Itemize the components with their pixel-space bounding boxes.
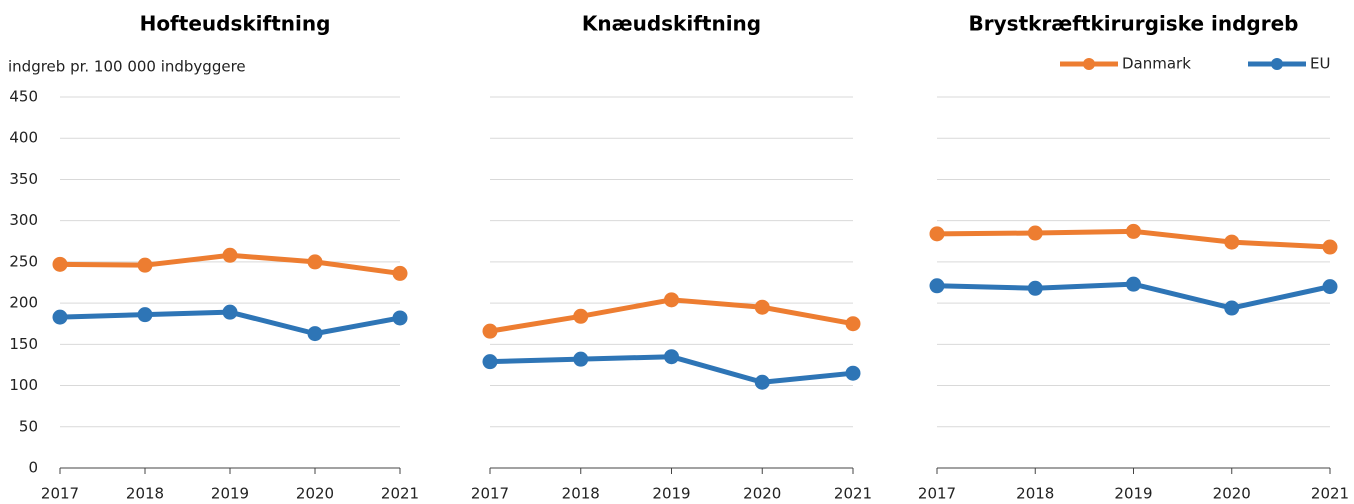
data-point: [929, 278, 945, 294]
data-point: [754, 374, 770, 390]
data-point: [1027, 225, 1043, 241]
data-point: [573, 351, 589, 367]
y-tick-label: 250: [9, 252, 38, 270]
data-point: [392, 265, 408, 281]
data-point: [1322, 239, 1338, 255]
data-point: [664, 292, 679, 308]
chart-title: Hofteudskiftning: [140, 12, 331, 36]
x-tick-label: 2019: [1114, 485, 1152, 503]
y-tick-label: 50: [19, 417, 38, 435]
data-point: [52, 309, 68, 325]
data-point: [664, 349, 679, 365]
data-point: [754, 299, 770, 315]
legend-label: EU: [1310, 55, 1330, 73]
y-tick-label: 300: [9, 211, 38, 229]
data-point: [307, 326, 323, 342]
data-point: [573, 308, 589, 324]
data-point: [482, 323, 498, 339]
data-point: [1224, 234, 1240, 250]
data-point: [1126, 223, 1141, 239]
data-point: [845, 316, 861, 332]
x-tick-label: 2021: [834, 485, 872, 503]
data-point: [1322, 279, 1338, 295]
data-point: [137, 307, 153, 323]
data-point: [1224, 300, 1240, 316]
data-point: [137, 257, 153, 273]
x-tick-label: 2018: [126, 485, 164, 503]
data-point: [1126, 276, 1141, 292]
x-tick-label: 2019: [211, 485, 249, 503]
chart-title: Brystkræftkirurgiske indgreb: [969, 12, 1299, 36]
legend-marker: [1083, 58, 1095, 70]
x-tick-label: 2017: [471, 485, 509, 503]
x-tick-label: 2017: [41, 485, 79, 503]
x-tick-label: 2017: [918, 485, 956, 503]
x-tick-label: 2020: [743, 485, 781, 503]
x-tick-label: 2021: [1311, 485, 1349, 503]
y-tick-label: 450: [9, 88, 38, 106]
x-tick-label: 2019: [652, 485, 690, 503]
legend-label: Danmark: [1122, 55, 1191, 73]
x-tick-label: 2018: [562, 485, 600, 503]
data-point: [222, 247, 238, 263]
y-tick-label: 350: [9, 170, 38, 188]
data-point: [929, 226, 945, 242]
legend-marker: [1271, 58, 1283, 70]
y-tick-label: 100: [9, 376, 38, 394]
data-point: [307, 254, 323, 270]
y-tick-label: 0: [28, 459, 38, 477]
y-tick-label: 150: [9, 335, 38, 353]
chart-title: Knæudskiftning: [582, 12, 761, 36]
x-tick-label: 2020: [296, 485, 334, 503]
data-point: [52, 256, 68, 272]
data-point: [1027, 280, 1043, 296]
data-point: [222, 304, 238, 320]
data-point: [845, 365, 861, 381]
data-point: [392, 310, 408, 326]
x-tick-label: 2020: [1213, 485, 1251, 503]
x-tick-label: 2021: [381, 485, 419, 503]
x-tick-label: 2018: [1016, 485, 1054, 503]
data-point: [482, 354, 498, 370]
y-axis-label: indgreb pr. 100 000 indbyggere: [8, 58, 246, 76]
y-tick-label: 400: [9, 129, 38, 147]
y-tick-label: 200: [9, 294, 38, 312]
